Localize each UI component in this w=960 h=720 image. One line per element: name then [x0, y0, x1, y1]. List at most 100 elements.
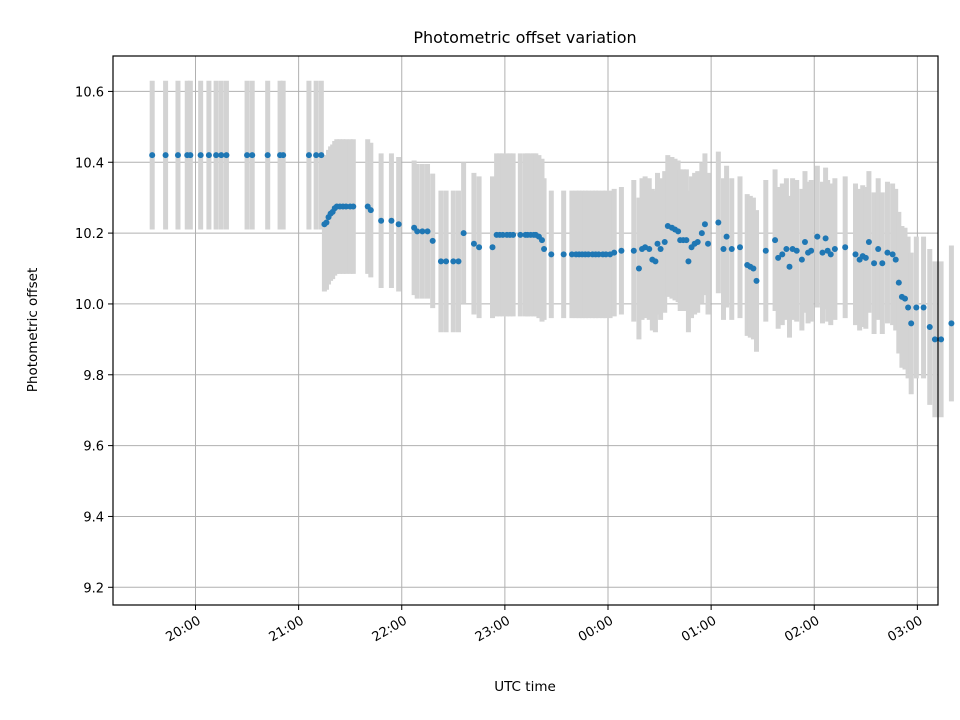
data-point	[460, 230, 467, 237]
data-point	[244, 152, 251, 159]
data-point	[657, 246, 664, 253]
data-point	[865, 238, 872, 245]
data-point	[827, 251, 834, 258]
data-point	[367, 207, 374, 214]
data-point	[871, 260, 878, 267]
data-point	[889, 251, 896, 258]
data-point	[162, 152, 169, 159]
data-point	[895, 279, 902, 286]
data-point	[720, 246, 727, 253]
data-point	[715, 219, 722, 226]
data-point	[775, 254, 782, 261]
y-tick-label: 10.0	[75, 298, 104, 313]
data-point	[938, 336, 945, 343]
data-point	[786, 263, 793, 270]
data-point	[499, 231, 506, 238]
data-point	[560, 251, 567, 258]
data-point	[414, 228, 421, 235]
data-point	[585, 251, 592, 258]
data-point	[595, 251, 602, 258]
data-point	[618, 247, 625, 254]
data-point	[305, 152, 312, 159]
data-point	[675, 228, 682, 235]
data-point	[646, 246, 653, 253]
data-point	[548, 251, 555, 258]
data-point	[249, 152, 256, 159]
data-point	[350, 203, 357, 210]
data-point	[635, 265, 642, 272]
data-point	[517, 231, 524, 238]
data-point	[783, 246, 790, 253]
data-point	[862, 254, 869, 261]
data-point	[762, 247, 769, 254]
data-point	[701, 221, 708, 228]
y-tick-label: 9.6	[83, 440, 104, 455]
data-point	[343, 203, 350, 210]
data-point	[602, 251, 609, 258]
data-point	[737, 244, 743, 251]
data-point	[470, 240, 477, 247]
data-point	[808, 247, 815, 254]
y-axis-label: Photometric offset	[25, 268, 41, 392]
data-point	[218, 152, 225, 159]
data-point	[913, 304, 920, 311]
data-point	[698, 230, 705, 237]
y-tick-label: 9.4	[83, 510, 104, 525]
data-point	[931, 336, 938, 343]
data-point	[541, 246, 548, 253]
data-point	[149, 152, 156, 159]
data-point	[429, 237, 436, 244]
data-point	[819, 249, 826, 256]
data-point	[174, 152, 181, 159]
x-axis-label: UTC time	[494, 679, 556, 695]
data-point	[510, 231, 517, 238]
data-point	[728, 246, 735, 253]
data-point	[450, 258, 457, 265]
data-point	[568, 251, 575, 258]
data-point	[197, 152, 204, 159]
plot-area-frame	[112, 55, 939, 606]
data-point	[223, 152, 230, 159]
data-point	[908, 320, 915, 327]
data-point	[884, 249, 891, 256]
data-point	[378, 217, 385, 224]
data-point	[723, 233, 730, 240]
data-point	[318, 152, 325, 159]
data-point	[879, 260, 886, 267]
data-point	[323, 219, 330, 226]
data-point	[822, 235, 829, 242]
data-point	[388, 217, 395, 224]
data-point	[313, 152, 320, 159]
data-point	[489, 244, 496, 251]
data-point	[661, 238, 668, 245]
data-point	[685, 258, 692, 265]
data-point	[443, 258, 450, 265]
data-point	[798, 256, 805, 263]
data-point	[205, 152, 212, 159]
data-point	[831, 246, 838, 253]
data-point	[437, 258, 444, 265]
data-point	[694, 238, 701, 245]
data-point	[852, 251, 859, 258]
data-point	[905, 304, 912, 311]
chart-title: Photometric offset variation	[413, 28, 636, 47]
data-point	[926, 323, 933, 330]
data-point	[264, 152, 271, 159]
data-point	[419, 228, 426, 235]
y-tick-label: 9.8	[83, 369, 104, 384]
data-point	[280, 152, 287, 159]
data-point	[892, 256, 899, 263]
data-point	[793, 247, 800, 254]
data-point	[779, 251, 786, 258]
y-tick-label: 10.4	[75, 156, 104, 171]
data-point	[842, 244, 849, 251]
data-point	[683, 237, 690, 244]
data-point	[902, 295, 908, 302]
data-points	[149, 152, 955, 343]
data-point	[705, 240, 712, 247]
data-point	[948, 320, 955, 327]
data-point	[539, 237, 545, 244]
data-point	[654, 240, 661, 247]
